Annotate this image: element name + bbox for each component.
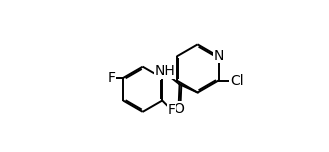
Text: N: N xyxy=(214,49,224,63)
Text: NH: NH xyxy=(155,64,176,78)
Text: O: O xyxy=(173,102,184,116)
Text: F: F xyxy=(107,71,115,85)
Text: Cl: Cl xyxy=(230,74,243,88)
Text: F: F xyxy=(168,103,176,117)
